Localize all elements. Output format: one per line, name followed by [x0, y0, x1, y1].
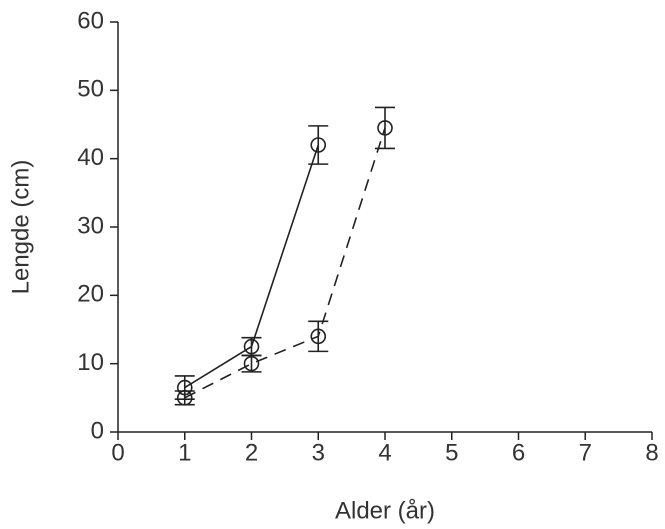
marker	[377, 120, 393, 136]
series-line	[184, 127, 386, 399]
x-tick-label: 2	[245, 439, 258, 466]
x-tick-label: 4	[378, 439, 391, 466]
x-tick-label: 0	[111, 439, 124, 466]
error-bar	[375, 106, 395, 150]
marker	[310, 328, 327, 345]
x-tick-label: 7	[579, 439, 592, 466]
y-axis-label: Lengde (cm)	[7, 160, 34, 295]
marker	[310, 137, 327, 153]
x-tick-label: 6	[512, 439, 525, 466]
error-bar	[241, 354, 262, 373]
error-bar	[308, 320, 329, 353]
x-axis-label: Alder (år)	[335, 497, 435, 524]
y-tick-label: 10	[77, 349, 104, 376]
marker	[243, 338, 260, 355]
x-tick-label: 5	[445, 439, 458, 466]
marker	[243, 355, 260, 372]
marker	[176, 390, 193, 406]
y-tick-label: 0	[91, 417, 104, 444]
x-tick-label: 3	[312, 439, 325, 466]
x-tick-label: 8	[645, 439, 658, 466]
x-tick-label: 1	[178, 439, 191, 466]
y-tick-label: 60	[77, 7, 104, 34]
y-tick-label: 20	[77, 281, 104, 308]
y-tick-label: 40	[77, 144, 104, 171]
y-tick-label: 50	[77, 76, 104, 103]
y-tick-label: 30	[77, 212, 104, 239]
error-bar	[308, 125, 329, 165]
